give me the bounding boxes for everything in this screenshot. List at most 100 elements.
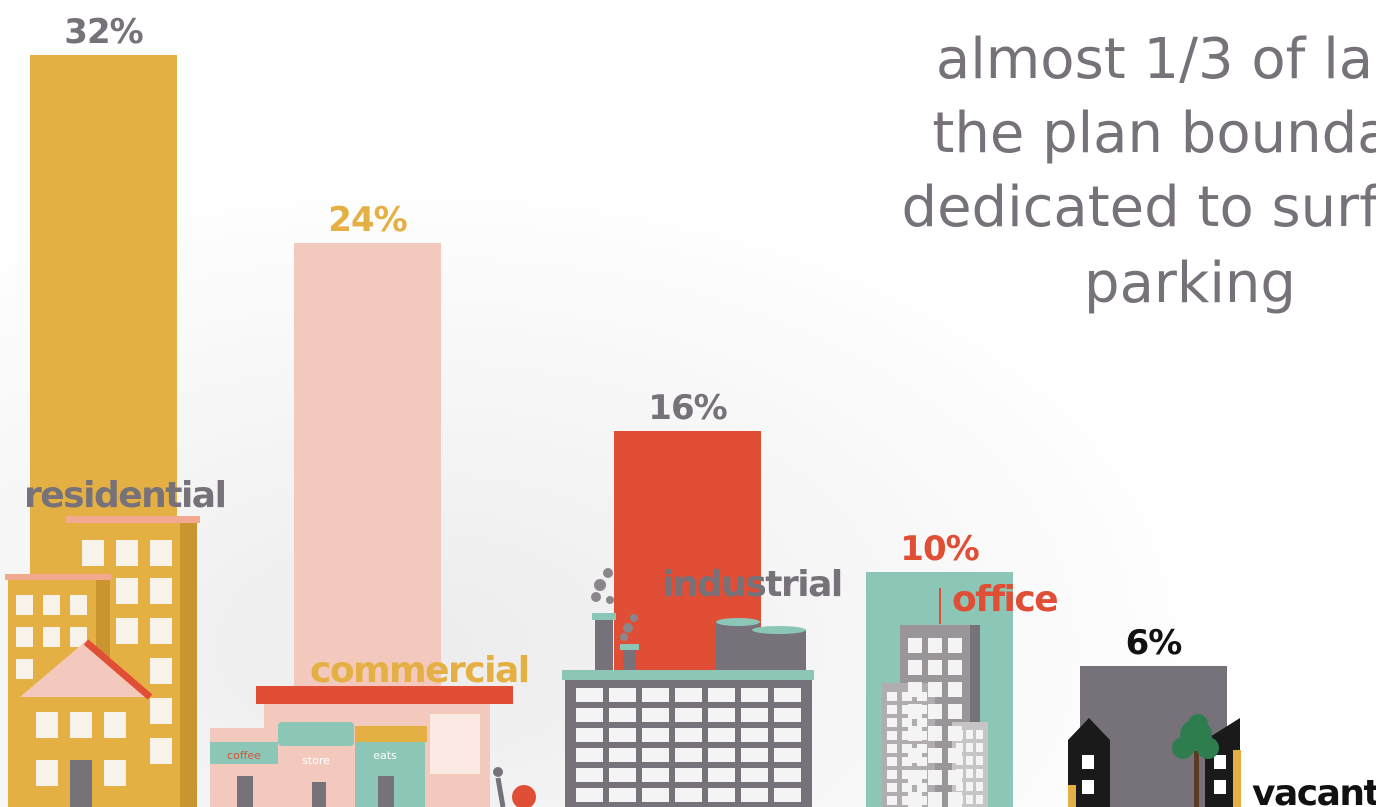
window xyxy=(917,744,927,753)
annotation: dedicated to surface xyxy=(902,175,1376,240)
window xyxy=(956,782,963,791)
window xyxy=(956,743,963,752)
window xyxy=(576,768,603,782)
window xyxy=(956,795,963,804)
window xyxy=(966,782,973,791)
window xyxy=(576,708,603,722)
storefront-label: store xyxy=(302,754,330,767)
chimney xyxy=(595,618,613,670)
window xyxy=(966,756,973,765)
window xyxy=(1082,780,1094,794)
window xyxy=(609,768,636,782)
window xyxy=(708,688,735,702)
window xyxy=(966,743,973,752)
category-label: commercial xyxy=(310,650,529,691)
window xyxy=(902,796,912,805)
annotation: almost 1/3 of land xyxy=(936,27,1376,92)
window xyxy=(917,705,927,714)
window xyxy=(741,748,768,762)
windows xyxy=(82,540,172,764)
category-label: industrial xyxy=(662,564,842,605)
door xyxy=(70,760,92,807)
window xyxy=(887,744,897,753)
house-edge xyxy=(1068,785,1076,807)
house-roof xyxy=(20,640,150,697)
window xyxy=(576,688,603,702)
window xyxy=(902,770,912,779)
window xyxy=(887,757,897,766)
windows xyxy=(887,638,983,807)
window xyxy=(928,660,942,675)
labels: coffee store eats almost 1/3 of land the… xyxy=(24,12,1376,807)
value-label: 6% xyxy=(1126,623,1182,663)
window xyxy=(902,783,912,792)
window xyxy=(774,788,801,802)
door xyxy=(312,782,326,807)
door xyxy=(378,776,394,807)
window xyxy=(576,728,603,742)
storefront-label: eats xyxy=(373,749,397,762)
storefront-sign xyxy=(210,742,278,764)
window xyxy=(902,718,912,727)
window xyxy=(609,708,636,722)
window xyxy=(774,688,801,702)
window xyxy=(708,728,735,742)
storefront-top xyxy=(355,726,427,742)
window xyxy=(956,730,963,739)
window xyxy=(675,708,702,722)
tree xyxy=(1172,714,1219,759)
window xyxy=(908,660,922,675)
roof xyxy=(5,574,111,580)
window xyxy=(917,770,927,779)
window xyxy=(928,682,942,697)
window xyxy=(774,708,801,722)
windows xyxy=(16,595,87,679)
tower-side xyxy=(970,625,980,807)
storefront-top xyxy=(278,722,354,746)
figure-body xyxy=(495,777,506,807)
window xyxy=(675,748,702,762)
window xyxy=(956,769,963,778)
tank xyxy=(752,630,806,670)
window xyxy=(774,748,801,762)
window xyxy=(576,788,603,802)
window xyxy=(741,688,768,702)
window xyxy=(642,708,669,722)
window xyxy=(976,756,983,765)
window xyxy=(887,718,897,727)
window xyxy=(1214,755,1226,769)
window xyxy=(887,770,897,779)
tree-trunk xyxy=(1194,750,1199,807)
figure-bag xyxy=(512,785,536,807)
category-label: residential xyxy=(24,475,225,516)
window xyxy=(928,638,942,653)
window xyxy=(887,796,897,805)
window xyxy=(887,705,897,714)
window xyxy=(642,768,669,782)
window xyxy=(675,788,702,802)
window xyxy=(708,768,735,782)
window xyxy=(642,728,669,742)
window xyxy=(642,688,669,702)
window xyxy=(609,748,636,762)
figure-head xyxy=(493,767,503,777)
window xyxy=(708,748,735,762)
window xyxy=(928,726,942,741)
roof xyxy=(66,516,200,523)
window xyxy=(948,638,962,653)
window xyxy=(675,688,702,702)
smoke xyxy=(591,568,638,641)
store-window xyxy=(430,714,480,774)
window xyxy=(928,792,942,807)
window xyxy=(642,788,669,802)
window xyxy=(741,788,768,802)
value-label: 16% xyxy=(648,388,726,428)
window xyxy=(976,782,983,791)
window xyxy=(917,731,927,740)
window xyxy=(741,768,768,782)
window xyxy=(902,705,912,714)
window xyxy=(928,770,942,785)
tank-top xyxy=(752,626,806,634)
window xyxy=(902,692,912,701)
